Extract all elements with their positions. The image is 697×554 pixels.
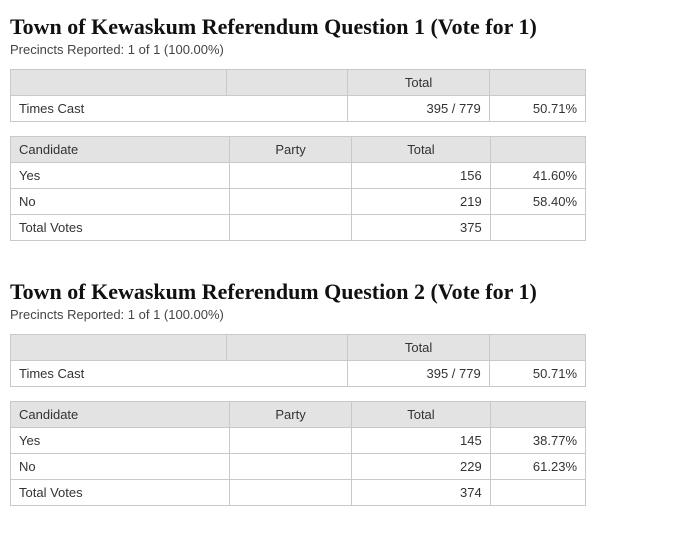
candidate-party [229,163,351,189]
candidate-total: 229 [352,454,491,480]
times-cast-value: 395 / 779 [348,96,489,122]
candidate-party [229,428,351,454]
candidate-label: Yes [11,428,230,454]
blank-header [11,335,227,361]
candidate-total: 219 [352,189,491,215]
question-2-cast-table: Total Times Cast 395 / 779 50.71% [10,334,586,387]
cast-total-header: Total [348,335,489,361]
total-header: Total [352,137,491,163]
question-2-title: Town of Kewaskum Referendum Question 2 (… [10,279,687,305]
question-2-block: Town of Kewaskum Referendum Question 2 (… [10,279,687,506]
blank-header [227,335,348,361]
candidate-total: 156 [352,163,491,189]
times-cast-label: Times Cast [11,96,348,122]
times-cast-value: 395 / 779 [348,361,489,387]
cast-total-header: Total [348,70,489,96]
times-cast-label: Times Cast [11,361,348,387]
candidate-pct: 58.40% [490,189,585,215]
times-cast-pct: 50.71% [489,361,585,387]
party-header: Party [229,402,351,428]
blank-header [490,137,585,163]
total-votes-row: Total Votes 375 [11,215,586,241]
candidate-pct: 41.60% [490,163,585,189]
total-votes-pct [490,480,585,506]
party-header: Party [229,137,351,163]
table-row: No 219 58.40% [11,189,586,215]
table-row: No 229 61.23% [11,454,586,480]
candidate-pct: 38.77% [490,428,585,454]
times-cast-pct: 50.71% [489,96,585,122]
blank-header [227,70,348,96]
candidate-party [229,454,351,480]
question-1-results-table: Candidate Party Total Yes 156 41.60% No … [10,136,586,241]
question-1-block: Town of Kewaskum Referendum Question 1 (… [10,14,687,241]
total-header: Total [352,402,491,428]
candidate-label: No [11,189,230,215]
total-votes-pct [490,215,585,241]
blank-header [489,70,585,96]
total-votes-party [229,215,351,241]
question-1-title: Town of Kewaskum Referendum Question 1 (… [10,14,687,40]
question-1-cast-table: Total Times Cast 395 / 779 50.71% [10,69,586,122]
candidate-party [229,189,351,215]
candidate-label: No [11,454,230,480]
total-votes-party [229,480,351,506]
total-votes-value: 375 [352,215,491,241]
total-votes-value: 374 [352,480,491,506]
question-2-precincts: Precincts Reported: 1 of 1 (100.00%) [10,307,687,322]
candidate-header: Candidate [11,137,230,163]
total-votes-label: Total Votes [11,215,230,241]
candidate-label: Yes [11,163,230,189]
blank-header [11,70,227,96]
total-votes-row: Total Votes 374 [11,480,586,506]
question-2-results-table: Candidate Party Total Yes 145 38.77% No … [10,401,586,506]
candidate-total: 145 [352,428,491,454]
candidate-pct: 61.23% [490,454,585,480]
question-1-precincts: Precincts Reported: 1 of 1 (100.00%) [10,42,687,57]
blank-header [489,335,585,361]
blank-header [490,402,585,428]
candidate-header: Candidate [11,402,230,428]
table-row: Yes 145 38.77% [11,428,586,454]
total-votes-label: Total Votes [11,480,230,506]
table-row: Yes 156 41.60% [11,163,586,189]
